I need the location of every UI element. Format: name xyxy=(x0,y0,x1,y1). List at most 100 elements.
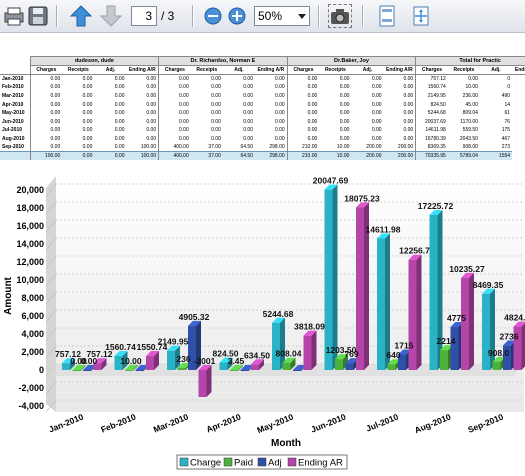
provider-group-header: Total for Practic xyxy=(415,56,525,66)
value-cell: 0.00 xyxy=(274,135,285,142)
bar-side xyxy=(290,357,296,370)
bar-side xyxy=(80,365,86,371)
value-cell: 0.00 xyxy=(286,83,320,92)
x-tick-label: Jan-2010 xyxy=(47,411,85,434)
bar-front xyxy=(146,356,154,370)
value-cell: 0.00 xyxy=(29,83,63,92)
value-cell: 0.00 xyxy=(211,76,221,83)
value-cell: 0.00 xyxy=(403,76,414,83)
month-cell: Feb-2010 xyxy=(2,84,24,91)
bar-front xyxy=(282,362,291,370)
legend-swatch xyxy=(223,457,233,467)
gridline-diagonal xyxy=(45,309,57,323)
page-layout-button[interactable] xyxy=(375,4,399,28)
x-tick-label: Feb-2010 xyxy=(99,411,137,434)
zoom-in-button[interactable] xyxy=(225,4,249,28)
value-cell: 0.00 xyxy=(82,110,93,117)
page-number-input[interactable] xyxy=(131,6,157,26)
save-button[interactable] xyxy=(26,4,50,28)
y-tick-label: 10,000 xyxy=(16,275,44,285)
value-cell: 0.00 xyxy=(243,135,253,142)
value-cell: 400.00 xyxy=(158,143,191,152)
table-row: Apr-2010 0.00 0.00 0.00 0.00 0.00 0.00 0.00 0.00… xyxy=(0,100,525,109)
gridline-diagonal xyxy=(45,399,57,413)
value-cell: 0.00 xyxy=(211,118,221,125)
value-cell: 0.00 xyxy=(29,143,63,152)
value-cell: 0.00 xyxy=(158,134,191,144)
y-tick-label: 8,000 xyxy=(21,293,44,303)
column-header-row: Charges Receipts Adj. Ending A/R Charges Rece… xyxy=(0,65,525,75)
bar-top xyxy=(356,202,369,208)
value-cell: 0 xyxy=(507,76,511,83)
previous-page-button[interactable] xyxy=(69,4,93,28)
bar-ending-ar xyxy=(198,365,212,398)
column-header: Receipts xyxy=(447,65,480,75)
data-label: 634.50 xyxy=(244,350,270,360)
value-cell: 298.00 xyxy=(269,144,285,151)
value-cell: 76 xyxy=(504,118,511,125)
value-cell: 0.00 xyxy=(29,126,63,135)
value-cell: 0.00 xyxy=(243,92,253,99)
value-cell: 0.00 xyxy=(29,108,63,118)
toolbar-separator xyxy=(56,5,58,27)
zoom-value: 50% xyxy=(258,9,283,23)
x-axis-title: Month xyxy=(271,438,301,449)
bar-ending-ar xyxy=(513,321,525,370)
value-cell: 10.00 xyxy=(465,84,478,91)
bar-side xyxy=(238,364,243,371)
value-cell: 0.00 xyxy=(339,110,350,117)
next-page-button[interactable] xyxy=(99,4,123,28)
bar-front xyxy=(398,354,406,370)
value-cell: 0.00 xyxy=(468,76,478,83)
bar-front xyxy=(198,370,207,398)
value-cell: 10.00 xyxy=(319,151,352,161)
y-tick-label: 20,000 xyxy=(16,185,44,195)
bar-ending-ar xyxy=(356,202,369,370)
legend-swatch xyxy=(179,457,189,467)
value-cell: 1170.00 xyxy=(460,118,478,125)
legend-item: Adj xyxy=(257,458,282,469)
value-cell: 0.00 xyxy=(286,108,320,118)
gridline-diagonal xyxy=(45,237,57,251)
data-label: 2736 xyxy=(500,331,519,341)
value-cell: 210.00 xyxy=(286,151,320,161)
bar-top xyxy=(377,233,390,239)
bar-side xyxy=(332,184,338,370)
month-cell: Mar-2010 xyxy=(2,92,24,99)
fit-page-button[interactable] xyxy=(409,4,433,28)
value-cell: 0.00 xyxy=(274,127,285,134)
value-cell: 0.00 xyxy=(29,91,63,101)
value-cell: 0.00 xyxy=(82,84,93,91)
zoom-out-button[interactable] xyxy=(201,4,225,28)
value-cell: 0.00 xyxy=(371,127,382,134)
value-cell: 0.00 xyxy=(211,92,221,99)
bar-front xyxy=(303,335,312,370)
value-cell: 0.00 xyxy=(158,126,191,135)
print-button[interactable] xyxy=(2,4,26,28)
value-cell: 2149.95 xyxy=(415,91,448,101)
bar-top xyxy=(83,365,96,370)
bar-paid xyxy=(230,364,243,371)
bar-front xyxy=(125,369,133,371)
value-cell: 0.00 xyxy=(146,118,157,125)
value-cell: 0.00 xyxy=(146,76,157,83)
x-axis: Jan-2010 Feb-2010 Mar-2010 Apr-2010 May-2010… xyxy=(47,411,505,435)
bar-side xyxy=(490,288,495,370)
ar-report-table: dudeson, dude Dr. Richardso, Norman E Dr.B… xyxy=(0,56,525,168)
zoom-out-icon xyxy=(204,7,222,25)
value-cell: 0.00 xyxy=(114,135,125,142)
column-header: Receipts xyxy=(319,65,352,75)
value-cell: 0.00 xyxy=(274,118,285,125)
bar-top xyxy=(146,351,159,357)
bar-side xyxy=(227,357,233,370)
bar-side xyxy=(196,320,201,370)
value-cell: 200.00 xyxy=(366,144,382,151)
value-cell: 0.00 xyxy=(158,117,191,127)
bar-ending-ar xyxy=(251,359,264,370)
data-label: 10.00 xyxy=(120,356,142,366)
zoom-select[interactable]: 50% xyxy=(254,6,310,26)
column-header: Charges xyxy=(158,65,191,75)
snapshot-button[interactable] xyxy=(328,4,352,28)
value-cell: 0.00 xyxy=(82,92,93,99)
bar-side xyxy=(437,209,443,370)
